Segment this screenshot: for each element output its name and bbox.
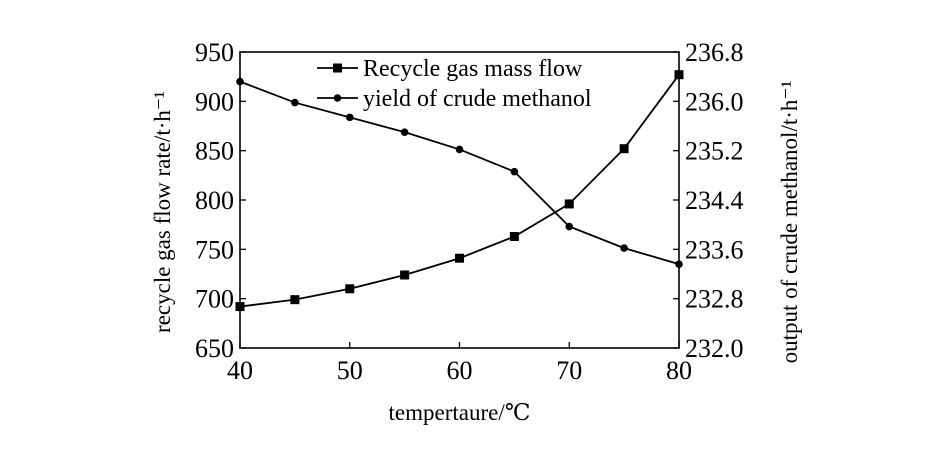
tick-labels: 40 50 60 70 80 650 700 750 800 850 900 950 232.0 232.… — [195, 38, 744, 385]
square-marker — [619, 144, 629, 154]
circle-marker — [236, 77, 244, 86]
square-marker — [564, 199, 574, 209]
series — [235, 70, 684, 312]
circle-marker — [565, 222, 574, 231]
y-right-tick-label: 234.4 — [685, 186, 744, 215]
square-marker — [509, 232, 519, 242]
circle-marker — [400, 128, 409, 136]
x-axis-title: tempertaure/℃ — [389, 400, 531, 425]
y-right-tick-label: 232.0 — [685, 334, 744, 363]
axes — [239, 51, 680, 349]
y-left-tick-label: 650 — [195, 334, 234, 363]
legend-square-marker — [333, 63, 342, 73]
circle-marker — [510, 167, 519, 176]
circle-marker — [675, 260, 683, 268]
y-right-tick-label: 236.0 — [685, 87, 744, 116]
circle-marker — [345, 113, 354, 122]
legend-circle-marker — [333, 94, 342, 102]
square-marker — [674, 70, 684, 80]
square-marker — [455, 253, 464, 263]
square-marker — [400, 270, 410, 280]
y-right-tick-label: 232.8 — [685, 285, 744, 314]
x-tick-label: 80 — [666, 356, 692, 385]
x-tick-label: 40 — [227, 356, 253, 385]
circle-marker — [291, 98, 299, 107]
y-left-axis-title: recycle gas flow rate/t·h⁻¹ — [150, 91, 175, 333]
y-right-tick-label: 236.8 — [685, 38, 744, 67]
circle-marker — [620, 244, 628, 252]
y-left-tick-label: 950 — [195, 38, 234, 67]
y-right-tick-label: 233.6 — [685, 235, 744, 264]
x-tick-label: 50 — [337, 356, 363, 385]
y-right-tick-label: 235.2 — [685, 137, 744, 166]
square-marker — [345, 284, 355, 294]
y-left-tick-label: 850 — [195, 137, 234, 166]
legend-label-1: Recycle gas mass flow — [363, 56, 583, 82]
legend-label-2: yield of crude methanol — [363, 86, 592, 112]
y-right-axis-title: output of crude methanol/t·h⁻¹ — [777, 80, 802, 363]
y-left-tick-label: 750 — [195, 235, 234, 264]
x-tick-label: 60 — [447, 356, 473, 385]
circle-marker — [455, 145, 464, 154]
square-marker — [290, 295, 300, 305]
square-marker — [235, 302, 245, 312]
x-tick-label: 70 — [556, 356, 582, 385]
legend: Recycle gas mass flow yield of crude meth… — [317, 56, 592, 112]
y-left-tick-label: 900 — [195, 87, 234, 116]
y-left-tick-label: 800 — [195, 186, 234, 215]
axis-titles: tempertaure/℃ recycle gas flow rate/t·h⁻¹… — [150, 80, 802, 425]
y-left-tick-label: 700 — [195, 285, 234, 314]
